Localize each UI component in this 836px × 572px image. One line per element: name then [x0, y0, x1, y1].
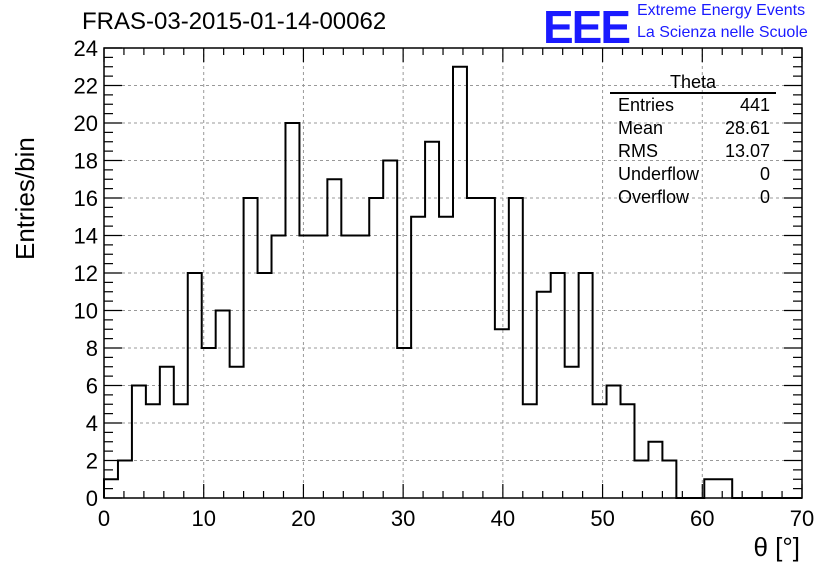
histogram-bin: [216, 311, 230, 499]
y-tick-label: 24: [74, 36, 98, 61]
chart-title: FRAS-03-2015-01-14-00062: [82, 8, 387, 35]
histogram-bin: [411, 217, 425, 498]
x-axis-label: θ [°]: [753, 532, 800, 562]
histogram-bin: [523, 404, 537, 498]
histogram-bin: [230, 367, 244, 498]
x-tick-label: 20: [291, 506, 315, 531]
histogram-bin: [425, 142, 439, 498]
histogram-bin: [118, 461, 132, 499]
histogram-bin: [537, 292, 551, 498]
histogram-bin: [299, 236, 313, 499]
y-tick-label: 6: [86, 374, 98, 399]
logo-line-1: Extreme Energy Events: [637, 2, 806, 19]
histogram-bin: [621, 404, 635, 498]
histogram-bin: [313, 236, 327, 499]
histogram-bin: [146, 404, 160, 498]
plot-frame: [103, 47, 803, 499]
stats-row-rms: RMS 13.07: [610, 140, 776, 163]
stats-value: 0: [759, 187, 770, 207]
histogram-bin: [174, 404, 188, 498]
y-tick-label: 18: [74, 149, 98, 174]
histogram-bin: [355, 236, 369, 499]
y-tick-label: 2: [86, 449, 98, 474]
x-tick-label: 50: [590, 506, 614, 531]
x-tick-label: 0: [98, 506, 110, 531]
stats-row-overflow: Overflow 0: [610, 186, 776, 209]
stats-value: 28.61: [724, 118, 770, 138]
histogram-bin: [453, 67, 467, 498]
stats-row-mean: Mean 28.61: [610, 117, 776, 140]
stats-label: Underflow: [618, 164, 700, 184]
y-tick-label: 16: [74, 186, 98, 211]
histogram-bin: [272, 236, 286, 499]
stats-value: 0: [759, 164, 770, 184]
y-tick-label: 12: [74, 261, 98, 286]
stats-value: 13.07: [724, 141, 770, 161]
histogram-bin: [341, 236, 355, 499]
x-tick-label: 40: [491, 506, 515, 531]
y-tick-label: 14: [74, 224, 98, 249]
histogram-bin: [160, 367, 174, 498]
stats-label: Mean: [618, 118, 664, 138]
x-tick-label: 60: [690, 506, 714, 531]
histogram-bin: [565, 367, 579, 498]
stats-title: Theta: [610, 72, 776, 94]
x-tick-label: 30: [391, 506, 415, 531]
y-tick-label: 10: [74, 299, 98, 324]
stats-row-underflow: Underflow 0: [610, 163, 776, 186]
axis-ticks: [103, 47, 803, 499]
y-tick-label: 0: [86, 486, 98, 511]
histogram-bin: [258, 273, 272, 498]
y-tick-label: 4: [86, 411, 98, 436]
histogram-bin: [607, 386, 621, 499]
y-tick-label: 22: [74, 74, 98, 99]
stats-label: Entries: [618, 95, 675, 115]
stats-box: Theta Entries 441 Mean 28.61 RMS 13.07 U…: [610, 72, 776, 209]
y-tick-label: 20: [74, 111, 98, 136]
histogram-outline: [103, 65, 802, 499]
stats-row-entries: Entries 441: [610, 94, 776, 117]
histogram-bin: [383, 161, 397, 499]
histogram-bin: [662, 461, 676, 499]
histogram-bin: [634, 461, 648, 499]
logo-line-2: La Scienza nelle Scuole: [637, 24, 808, 41]
eee-logo: EEE: [543, 1, 631, 53]
histogram-bin: [593, 404, 607, 498]
histogram-bin: [327, 179, 341, 498]
stats-label: RMS: [618, 141, 658, 161]
y-axis-label: Entries/bin: [10, 137, 40, 260]
histogram-bin: [704, 479, 718, 498]
x-tick-label: 10: [191, 506, 215, 531]
stats-value: 441: [739, 95, 770, 115]
histogram-bin: [718, 479, 732, 498]
histogram-bin: [495, 329, 509, 498]
x-tick-label: 70: [790, 506, 814, 531]
histogram-bin: [132, 386, 146, 499]
x-tick-labels: 0 10 20 30 40 50 60 70: [98, 506, 814, 531]
histogram-bin: [648, 442, 662, 498]
histogram-bin: [439, 217, 453, 498]
stats-label: Overflow: [618, 187, 690, 207]
y-tick-label: 8: [86, 336, 98, 361]
